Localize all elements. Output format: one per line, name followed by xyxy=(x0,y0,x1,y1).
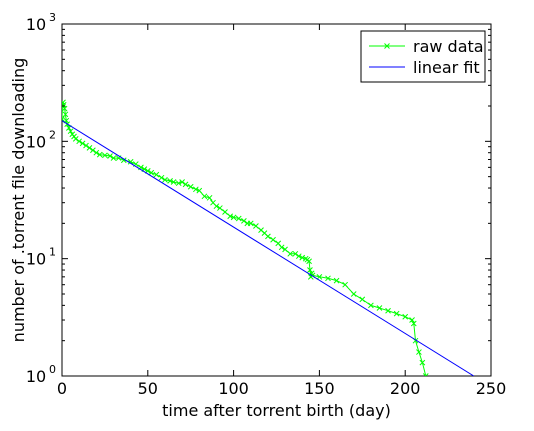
data-point xyxy=(316,273,323,280)
data-point xyxy=(162,176,168,183)
data-point xyxy=(62,111,69,118)
data-point xyxy=(409,317,415,323)
data-point xyxy=(342,281,348,288)
data-point xyxy=(127,158,134,165)
data-point xyxy=(385,307,391,314)
data-point xyxy=(230,214,237,221)
x-tick-label: 0 xyxy=(57,379,67,398)
data-point xyxy=(359,296,366,303)
x-tick-label: 100 xyxy=(218,379,249,398)
data-point xyxy=(192,186,199,193)
data-point xyxy=(62,116,65,122)
data-point xyxy=(79,140,86,147)
data-point xyxy=(270,236,276,243)
data-point xyxy=(182,181,189,188)
x-axis-label: time after torrent birth (day) xyxy=(162,401,391,420)
data-point xyxy=(222,209,228,215)
data-point xyxy=(179,179,185,185)
data-point xyxy=(110,155,117,161)
data-point xyxy=(265,233,271,240)
data-point xyxy=(102,152,108,159)
data-point xyxy=(217,205,223,211)
y-tick-exponent: 0 xyxy=(49,363,56,376)
data-point xyxy=(241,218,247,224)
data-point xyxy=(416,349,422,355)
data-point xyxy=(376,305,383,311)
data-point xyxy=(227,213,234,220)
series-layer xyxy=(62,99,475,376)
data-point xyxy=(282,246,288,253)
data-point xyxy=(90,147,96,154)
data-point xyxy=(287,250,294,257)
y-tick-label: 10 xyxy=(26,367,46,386)
data-point xyxy=(167,178,173,184)
y-tick-exponent: 2 xyxy=(49,128,56,141)
legend-box xyxy=(360,30,486,83)
data-point xyxy=(107,153,113,159)
data-point xyxy=(325,275,331,282)
data-point xyxy=(153,171,160,178)
legend-marker-raw-data xyxy=(384,43,390,49)
x-tick-label: 200 xyxy=(390,379,421,398)
data-point xyxy=(93,149,100,156)
data-point xyxy=(62,105,68,112)
legend-label-raw-data: raw data xyxy=(413,37,484,56)
data-point xyxy=(83,142,89,149)
data-point xyxy=(96,151,103,158)
data-point xyxy=(158,174,165,181)
data-point xyxy=(393,310,400,317)
data-point xyxy=(196,187,203,194)
data-point xyxy=(422,373,429,376)
data-point xyxy=(86,144,93,151)
data-point xyxy=(67,128,74,135)
data-point xyxy=(187,183,194,190)
legend: raw data linear fit xyxy=(360,30,486,83)
y-tick-label: 10 xyxy=(26,15,46,34)
y-tick-exponent: 3 xyxy=(49,11,56,24)
series-line-linear-fit xyxy=(62,120,475,376)
y-tick-label: 10 xyxy=(26,250,46,269)
data-point xyxy=(306,258,312,265)
data-point xyxy=(170,179,177,185)
data-point xyxy=(76,138,83,145)
x-tick-label: 50 xyxy=(138,379,158,398)
data-point xyxy=(206,194,213,201)
data-point xyxy=(72,135,79,142)
data-point xyxy=(120,157,127,164)
data-point xyxy=(201,193,208,200)
data-point xyxy=(419,359,426,366)
data-point xyxy=(247,220,254,227)
x-tick-label: 250 xyxy=(476,379,507,398)
data-point xyxy=(307,267,313,273)
data-point xyxy=(350,291,357,297)
legend-marker-x xyxy=(384,43,390,49)
data-point xyxy=(333,277,340,284)
data-point xyxy=(253,223,259,229)
data-point xyxy=(299,254,306,261)
y-axis-label: number of .torrent file downloading xyxy=(9,58,28,343)
data-point xyxy=(292,250,299,257)
data-point xyxy=(402,313,409,320)
y-tick-label: 10 xyxy=(26,132,46,151)
data-point xyxy=(410,320,417,327)
axes-frame xyxy=(61,23,492,377)
data-point xyxy=(278,244,285,251)
data-point xyxy=(175,180,182,187)
legend-label-linear-fit: linear fit xyxy=(413,58,480,77)
data-point xyxy=(213,203,220,210)
data-point xyxy=(235,215,242,222)
x-tick-label: 150 xyxy=(304,379,335,398)
data-point xyxy=(295,253,302,260)
data-point xyxy=(368,302,374,309)
y-tick-exponent: 1 xyxy=(49,246,56,259)
